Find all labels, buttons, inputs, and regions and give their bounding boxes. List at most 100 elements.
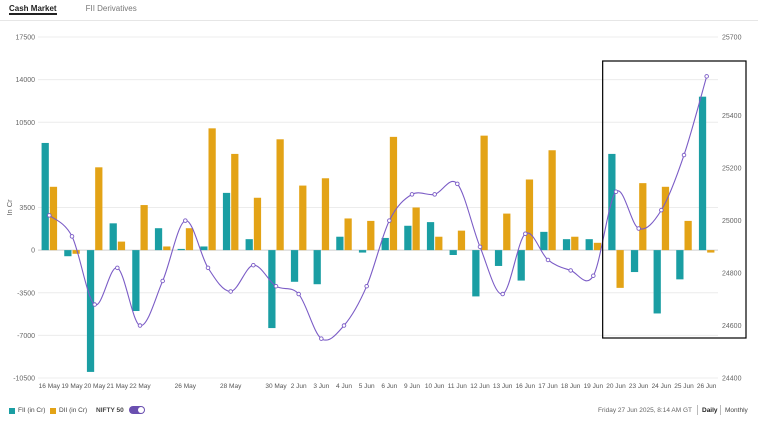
x-tick-label: 25 Jun — [674, 383, 694, 390]
x-tick-label: 20 May — [84, 383, 106, 390]
dii-bar — [457, 230, 466, 251]
dii-bar — [117, 241, 126, 251]
dii-bar — [480, 135, 488, 251]
x-tick-label: 11 Jun — [448, 383, 467, 390]
dii-bar — [321, 178, 330, 251]
y-tick-label: 10500 — [16, 120, 36, 127]
fii-bar — [109, 223, 117, 251]
nifty-point — [545, 257, 551, 263]
monthly-button[interactable]: Monthly — [725, 407, 748, 414]
dii-bar — [707, 250, 715, 253]
nifty-point — [568, 268, 573, 273]
y2-tick-label: 24600 — [722, 323, 742, 330]
nifty-point — [341, 323, 347, 328]
x-tick-label: 16 May — [39, 383, 61, 390]
dii-bar — [435, 236, 443, 251]
x-tick-label: 6 Jun — [381, 383, 397, 390]
fii-bar — [449, 250, 457, 255]
fii-bar — [200, 246, 208, 251]
nifty-point — [183, 218, 188, 223]
x-tick-label: 19 May — [61, 383, 83, 390]
x-tick-label: 24 Jun — [652, 383, 672, 390]
y-tick-label: 17500 — [16, 35, 36, 42]
legend-nifty: NIFTY 50 — [96, 407, 124, 414]
dii-bar — [185, 228, 194, 251]
x-tick-label: 20 Jun — [606, 383, 626, 390]
fii-dii-chart: -10500 -7000 -3500 0 3500 10500 14000 17500 2440… — [5, 35, 747, 390]
fii-bar — [132, 250, 140, 312]
nifty-point — [251, 262, 256, 268]
nifty-point — [613, 189, 619, 195]
fii-bar — [41, 142, 49, 251]
dii-bar — [593, 242, 602, 251]
y-tick-label: -10500 — [13, 376, 35, 383]
x-tick-label: 22 May — [129, 383, 151, 390]
nifty-point — [659, 207, 664, 213]
legend-dii-label: DII (in Cr) — [59, 407, 88, 414]
fii-bar — [585, 239, 593, 251]
fii-bar — [676, 250, 684, 280]
fii-bar — [64, 250, 72, 257]
fii-bar — [86, 250, 95, 372]
dii-bar — [571, 236, 579, 251]
y2-tick-label: 24400 — [722, 376, 742, 383]
tab-fii-derivatives[interactable]: FII Derivatives — [85, 4, 137, 13]
fii-bar — [245, 239, 253, 251]
x-tick-label: 5 Jun — [359, 383, 375, 390]
nifty-point — [387, 218, 392, 223]
nifty-point — [137, 323, 143, 328]
daily-button[interactable]: Daily — [702, 407, 718, 414]
tab-cash-market[interactable]: Cash Market — [9, 0, 57, 15]
dii-bar — [276, 139, 284, 251]
nifty-point — [455, 181, 460, 187]
x-tick-label: 3 Jun — [313, 383, 329, 390]
fii-bar — [154, 228, 163, 251]
fii-bar — [630, 250, 639, 273]
fii-bar — [653, 250, 661, 314]
dii-bar — [548, 150, 556, 251]
y2-tick-label: 25400 — [722, 113, 742, 120]
x-tick-label: 2 Jun — [291, 383, 307, 390]
y-tick-label: -3500 — [17, 290, 35, 297]
fii-bar — [698, 96, 707, 251]
dii-bar — [208, 128, 216, 251]
legend-dii[interactable]: DII (in Cr) — [50, 407, 87, 414]
legend-fii[interactable]: FII (in Cr) — [9, 407, 45, 414]
legend-fii-swatch — [9, 407, 15, 414]
nifty-toggle-knob — [138, 407, 144, 413]
x-tick-label: 10 Jun — [425, 383, 445, 390]
x-tick-label: 17 Jun — [538, 383, 558, 390]
x-tick-label: 12 Jun — [470, 383, 490, 390]
x-tick-label: 16 Jun — [516, 383, 536, 390]
legend-fii-label: FII (in Cr) — [18, 407, 46, 414]
x-tick-label: 18 Jun — [561, 383, 581, 390]
nifty-point — [205, 265, 211, 271]
y-tick-label: 14000 — [16, 77, 36, 84]
dii-bar — [639, 183, 647, 251]
nifty-point — [409, 192, 415, 197]
nifty-point — [319, 336, 324, 341]
fii-bar — [472, 250, 480, 297]
dii-bar — [163, 246, 171, 251]
highlight-box — [602, 60, 747, 339]
fii-bar — [404, 225, 412, 251]
nifty-toggle[interactable] — [129, 406, 145, 414]
nifty-point — [115, 265, 120, 271]
x-tick-label: 21 May — [107, 383, 129, 390]
dii-bar — [412, 207, 420, 251]
divider — [720, 405, 721, 415]
dii-bar — [616, 250, 624, 288]
y2-tick-label: 25000 — [722, 218, 742, 225]
x-tick-label: 28 May — [220, 383, 242, 390]
fii-bar — [336, 236, 344, 251]
dii-bar — [367, 220, 375, 251]
y-tick-label: -7000 — [17, 333, 35, 340]
fii-bar — [222, 192, 231, 251]
dii-bar — [72, 250, 80, 254]
x-tick-label: 26 May — [175, 383, 197, 390]
y-tick-label: 0 — [31, 248, 35, 255]
nifty-toggle-label: NIFTY 50 — [96, 407, 124, 414]
nifty-point — [228, 289, 233, 294]
y2-tick-label: 24800 — [722, 271, 742, 278]
nifty-point — [477, 244, 483, 250]
